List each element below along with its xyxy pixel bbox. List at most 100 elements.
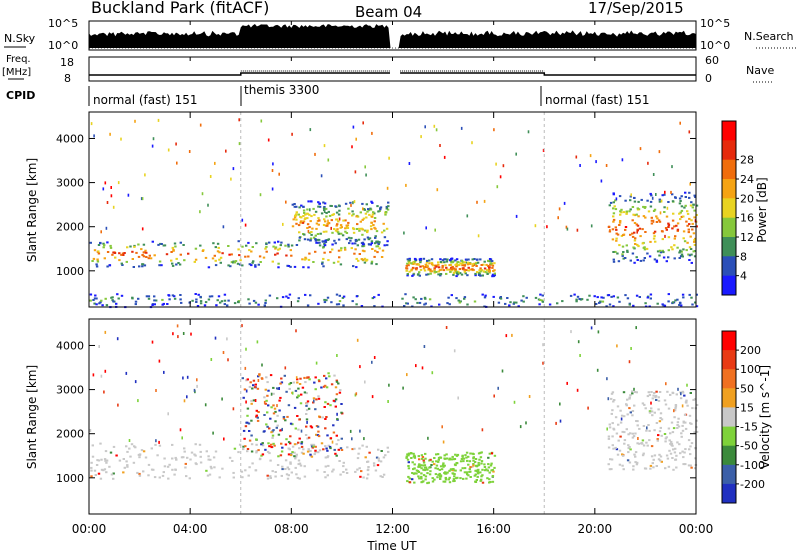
data-point — [357, 238, 361, 241]
data-point — [103, 468, 107, 471]
data-point — [293, 443, 297, 446]
data-point — [679, 397, 683, 400]
data-point — [488, 478, 491, 481]
data-point — [344, 227, 347, 230]
data-point — [219, 256, 223, 259]
data-point — [201, 192, 204, 196]
data-point — [384, 454, 387, 457]
data-point — [476, 464, 480, 467]
cpid-segment-3: normal (fast) 151 — [545, 93, 649, 107]
data-point — [686, 224, 689, 227]
data-point — [298, 231, 301, 234]
data-point — [424, 263, 427, 266]
data-point — [96, 459, 99, 462]
data-point — [305, 409, 309, 412]
data-point — [142, 255, 146, 258]
data-point — [541, 300, 545, 303]
data-point — [158, 476, 161, 479]
data-point — [652, 232, 656, 235]
data-point — [374, 227, 377, 230]
data-point — [649, 240, 652, 243]
data-point — [637, 437, 639, 440]
data-point — [675, 466, 678, 469]
data-point — [170, 251, 173, 253]
data-point — [611, 435, 614, 438]
data-point — [614, 226, 617, 229]
data-point — [337, 303, 341, 306]
data-point — [365, 203, 368, 206]
data-point — [354, 393, 357, 397]
data-point — [681, 391, 685, 394]
data-point — [198, 443, 202, 446]
data-point — [297, 441, 300, 444]
data-point — [429, 268, 432, 271]
power-colorbar-label: Power [dB] — [755, 177, 769, 242]
data-point — [307, 200, 310, 203]
data-point — [689, 204, 693, 207]
data-point — [295, 453, 298, 456]
data-point — [327, 222, 330, 224]
data-point — [339, 447, 343, 450]
data-point — [128, 447, 131, 450]
data-point — [691, 407, 694, 410]
data-point — [558, 207, 561, 211]
data-point — [356, 338, 359, 342]
colorbar-swatch — [722, 464, 736, 485]
data-point — [140, 248, 143, 251]
data-point — [437, 456, 441, 459]
data-point — [272, 442, 275, 445]
data-point — [245, 379, 248, 382]
data-point — [92, 373, 95, 377]
data-point — [493, 269, 496, 272]
data-point — [337, 232, 341, 235]
data-point — [272, 245, 275, 248]
data-point — [170, 259, 173, 262]
data-point — [363, 257, 367, 260]
data-point — [678, 304, 681, 306]
data-point — [251, 387, 254, 390]
data-point — [291, 132, 293, 136]
data-point — [694, 196, 697, 198]
data-point — [618, 221, 622, 224]
data-point — [155, 299, 158, 302]
data-point — [323, 298, 326, 301]
data-point — [455, 275, 458, 278]
data-point — [679, 302, 682, 304]
data-point — [310, 426, 314, 429]
data-point — [315, 398, 318, 401]
data-point — [454, 268, 457, 271]
data-point — [197, 293, 200, 296]
data-point — [333, 374, 336, 377]
data-point — [365, 259, 368, 262]
data-point — [658, 198, 661, 201]
data-point — [337, 448, 340, 451]
data-point — [221, 467, 224, 470]
data-point — [469, 452, 472, 455]
data-point — [482, 270, 485, 273]
data-point — [412, 452, 415, 455]
data-point — [152, 137, 155, 141]
data-point — [285, 254, 288, 257]
data-point — [439, 475, 443, 478]
data-point — [477, 452, 481, 455]
data-point — [338, 460, 341, 462]
data-point — [337, 204, 341, 207]
data-point — [658, 200, 662, 203]
data-point — [429, 270, 432, 273]
data-point — [314, 388, 317, 391]
data-point — [447, 478, 450, 481]
data-point — [308, 252, 311, 255]
colorbar-swatch — [722, 121, 736, 141]
data-point — [361, 241, 365, 244]
data-point — [382, 456, 386, 459]
data-point — [324, 384, 327, 387]
data-point — [659, 251, 663, 254]
freq-trace — [89, 72, 696, 76]
data-point — [694, 467, 697, 470]
data-point — [323, 244, 327, 247]
data-point — [126, 246, 129, 249]
data-point — [488, 258, 492, 260]
data-point — [193, 260, 196, 263]
data-point — [327, 464, 330, 467]
